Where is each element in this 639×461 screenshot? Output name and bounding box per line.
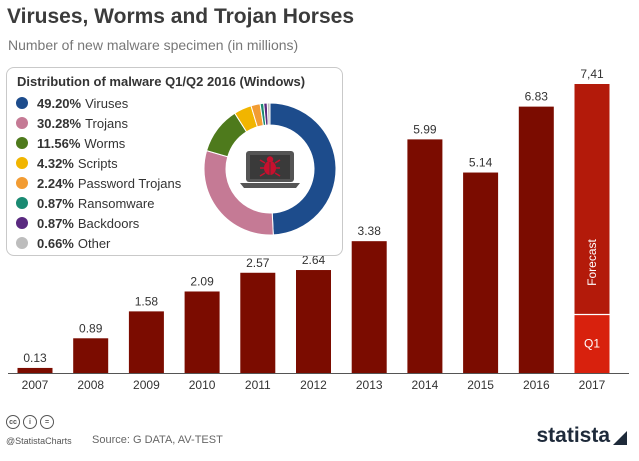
twitter-handle[interactable]: @StatistaCharts — [6, 436, 72, 446]
legend-percent: 2.24% — [37, 175, 74, 191]
legend-label: Trojans — [85, 115, 128, 131]
bar-2014 — [407, 139, 443, 373]
legend-item-other: 0.66% Other — [16, 233, 181, 253]
q1-label: Q1 — [584, 337, 600, 351]
legend-swatch — [16, 97, 28, 109]
legend-percent: 4.32% — [37, 155, 74, 171]
legend-percent: 49.20% — [37, 95, 82, 111]
legend-item-backdoors: 0.87% Backdoors — [16, 213, 181, 233]
bar-2015 — [463, 172, 499, 373]
tick-label-2007: 2007 — [22, 378, 49, 392]
laptop-bug-icon — [240, 151, 300, 188]
tick-label-2008: 2008 — [77, 378, 104, 392]
bar-2012 — [296, 270, 331, 373]
cc-icon[interactable]: cc — [6, 415, 20, 429]
no-derivatives-icon[interactable]: = — [40, 415, 54, 429]
tick-label-2015: 2015 — [467, 378, 494, 392]
tick-label-2011: 2011 — [245, 378, 271, 392]
value-label-2015: 5.14 — [469, 156, 493, 170]
license-icons: cc i = — [6, 415, 54, 429]
legend-percent: 30.28% — [37, 115, 82, 131]
legend-swatch — [16, 177, 28, 189]
legend-swatch — [16, 137, 28, 149]
value-label-2008: 0.89 — [79, 321, 103, 335]
forecast-label: Forecast — [585, 238, 599, 285]
legend-label: Backdoors — [77, 215, 140, 231]
legend-percent: 11.56% — [37, 135, 81, 151]
tick-label-2012: 2012 — [300, 378, 327, 392]
bar-2007 — [17, 367, 53, 373]
donut-slice-viruses — [269, 102, 337, 236]
tick-label-2017: 2017 — [579, 378, 606, 392]
tick-label-2016: 2016 — [523, 378, 550, 392]
legend-swatch — [16, 197, 28, 209]
value-label-2016: 6.83 — [525, 90, 549, 104]
bar-2017-forecast — [574, 84, 610, 315]
value-label-2010: 2.09 — [190, 274, 214, 288]
legend-swatch — [16, 157, 28, 169]
bar-2011 — [240, 272, 276, 373]
legend-item-ransomware: 0.87% Ransomware — [16, 193, 181, 213]
donut-slice-other — [266, 102, 271, 126]
legend-label: Worms — [84, 135, 126, 151]
legend-swatch — [16, 237, 28, 249]
attribution-icon[interactable]: i — [23, 415, 37, 429]
legend-label: Password Trojans — [77, 175, 182, 191]
legend-percent: 0.87% — [37, 195, 74, 211]
distribution-inset: Distribution of malware Q1/Q2 2016 (Wind… — [6, 67, 343, 256]
value-label-2014: 5.99 — [413, 122, 437, 136]
source-note: Source: G DATA, AV-TEST — [92, 434, 223, 446]
value-label-2007: 0.13 — [23, 351, 47, 365]
bar-2008 — [73, 338, 109, 373]
chart-subtitle: Number of new malware specimen (in milli… — [8, 37, 299, 53]
legend-item-password-trojans: 2.24% Password Trojans — [16, 173, 181, 193]
bar-2010 — [184, 291, 220, 373]
brand-mark-icon — [613, 431, 627, 445]
tick-label-2009: 2009 — [133, 378, 160, 392]
value-label-2013: 3.38 — [358, 224, 382, 238]
value-label-2017: 7,41 — [580, 67, 604, 81]
bar-2009 — [128, 311, 164, 373]
legend-item-scripts: 4.32% Scripts — [16, 153, 181, 173]
brand-name: statista — [536, 424, 610, 447]
legend-label: Viruses — [85, 95, 129, 111]
bar-2013 — [351, 241, 387, 373]
value-label-2012: 2.64 — [302, 253, 326, 267]
legend-item-trojans: 30.28% Trojans — [16, 113, 181, 133]
tick-label-2010: 2010 — [189, 378, 216, 392]
legend-item-viruses: 49.20% Viruses — [16, 93, 181, 113]
value-label-2011: 2.57 — [246, 256, 270, 270]
value-label-2009: 1.58 — [135, 294, 159, 308]
legend-swatch — [16, 217, 28, 229]
chart-title: Viruses, Worms and Trojan Horses — [7, 5, 355, 28]
legend-label: Other — [77, 235, 111, 251]
legend-label: Ransomware — [77, 195, 155, 211]
bar-2016 — [518, 106, 554, 373]
legend: 49.20% Viruses 30.28% Trojans 11.56% Worms 4.3… — [16, 93, 181, 253]
legend-item-worms: 11.56% Worms — [16, 133, 181, 153]
donut-chart — [203, 102, 337, 236]
bar-2017-q1 — [574, 314, 610, 373]
legend-percent: 0.87% — [37, 215, 74, 231]
legend-label: Scripts — [77, 155, 118, 171]
tick-label-2013: 2013 — [356, 378, 383, 392]
legend-swatch — [16, 117, 28, 129]
tick-label-2014: 2014 — [412, 378, 439, 392]
legend-percent: 0.66% — [37, 235, 74, 251]
statista-logo[interactable]: statista — [536, 424, 627, 448]
inset-title: Distribution of malware Q1/Q2 2016 (Wind… — [17, 74, 306, 89]
